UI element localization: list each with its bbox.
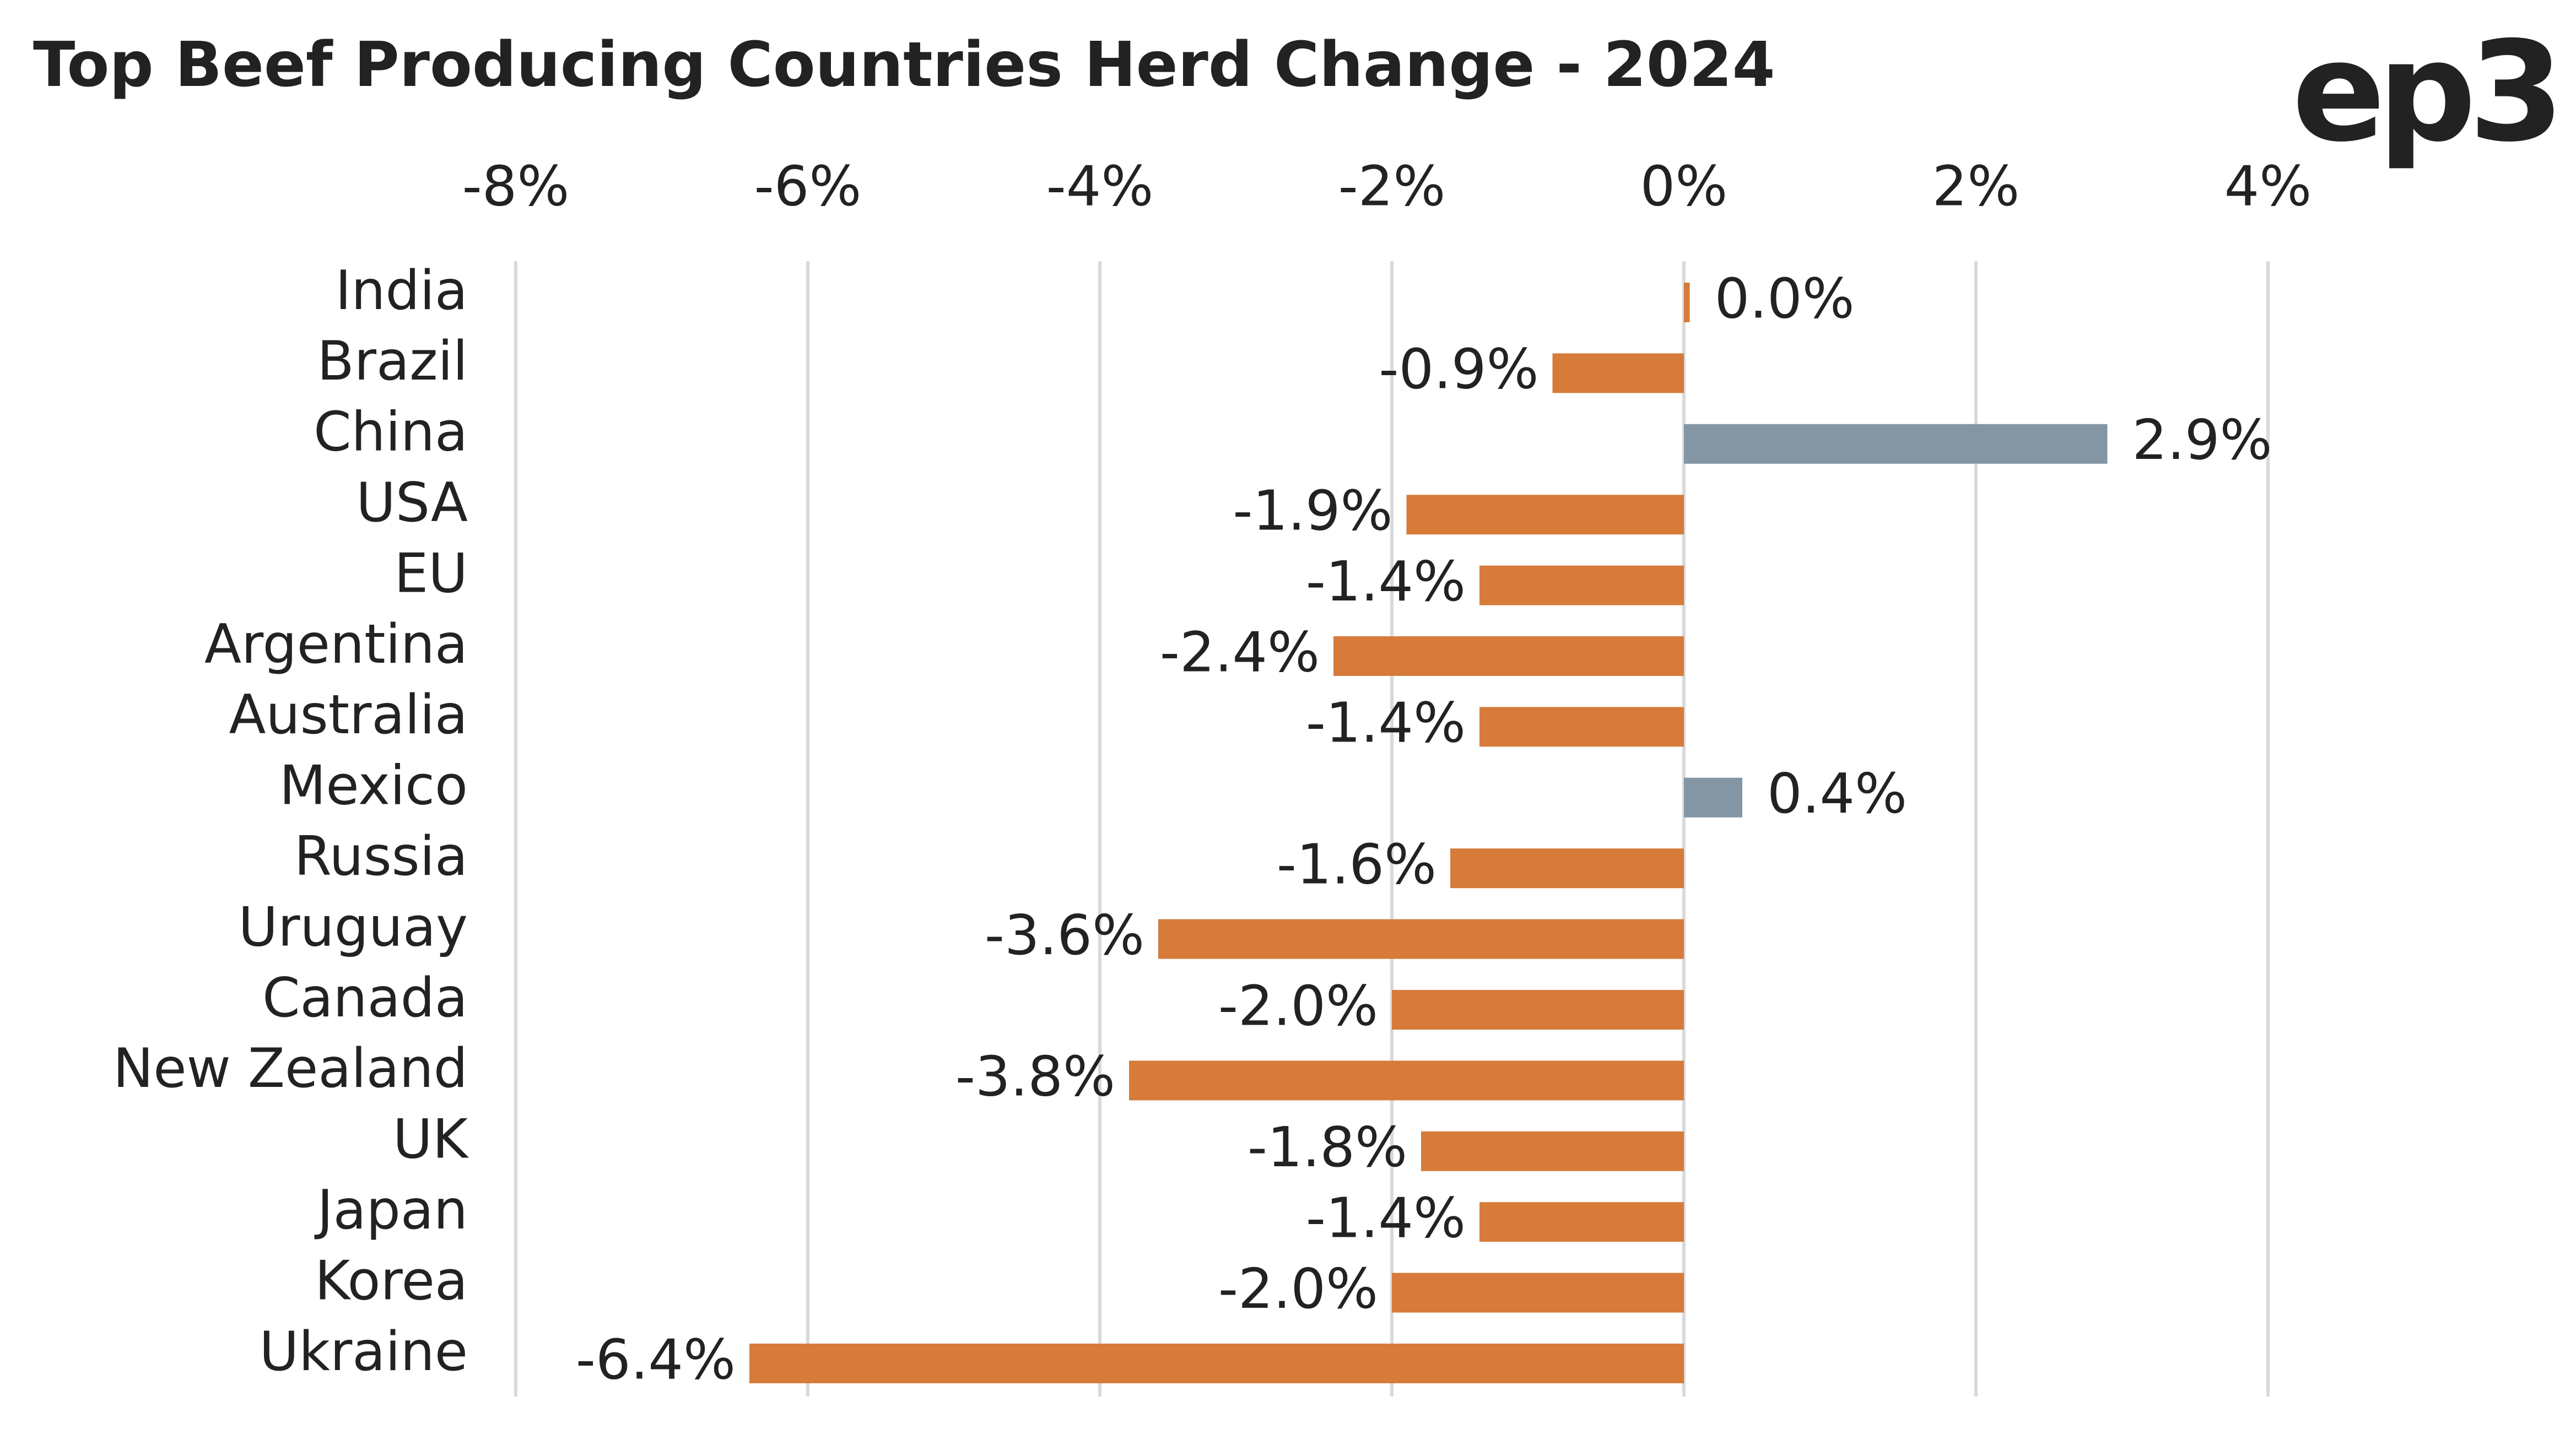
- value-label: -0.9%: [1379, 337, 1538, 402]
- x-tick-label: -2%: [1338, 154, 1446, 218]
- bar: [1479, 1202, 1684, 1242]
- x-tick-label: -8%: [462, 154, 570, 218]
- value-label: -1.4%: [1306, 1186, 1466, 1251]
- y-tick-label: Japan: [314, 1179, 468, 1242]
- bar: [1684, 283, 1690, 322]
- y-tick-label: Uruguay: [239, 896, 468, 959]
- bar: [1129, 1060, 1684, 1101]
- value-label: -1.4%: [1306, 549, 1466, 614]
- y-tick-label: Argentina: [204, 613, 468, 676]
- y-tick-label: China: [314, 401, 468, 464]
- value-label: 0.0%: [1715, 266, 1855, 331]
- value-label: -2.4%: [1160, 620, 1320, 684]
- bar: [1479, 565, 1684, 605]
- bar: [1479, 707, 1684, 747]
- brand-logo: ep3: [2292, 12, 2557, 172]
- value-label: -3.6%: [985, 903, 1144, 967]
- y-tick-label: Ukraine: [260, 1320, 468, 1383]
- bar: [1406, 495, 1684, 535]
- value-label: -1.6%: [1277, 832, 1436, 897]
- x-tick-label: 4%: [2224, 154, 2312, 218]
- y-tick-label: USA: [356, 472, 468, 534]
- chart-title: Top Beef Producing Countries Herd Change…: [33, 29, 1775, 101]
- bar: [1421, 1131, 1684, 1171]
- y-tick-label: EU: [394, 542, 468, 605]
- y-tick-label: New Zealand: [113, 1037, 468, 1100]
- value-label: 2.9%: [2132, 408, 2272, 472]
- bar: [1392, 990, 1684, 1030]
- y-tick-label: Mexico: [279, 755, 468, 818]
- bar: [1333, 636, 1684, 676]
- value-label: -1.4%: [1306, 691, 1466, 755]
- bar: [749, 1344, 1684, 1383]
- y-tick-label: India: [335, 259, 468, 322]
- y-tick-label: Canada: [262, 967, 468, 1030]
- value-label: -2.0%: [1218, 1257, 1378, 1321]
- bar: [1158, 919, 1684, 959]
- value-label: -3.8%: [955, 1044, 1115, 1109]
- bar: [1450, 848, 1684, 889]
- value-label: -1.8%: [1248, 1115, 1407, 1179]
- y-tick-label: Russia: [294, 825, 468, 888]
- value-label: -1.9%: [1233, 479, 1392, 543]
- value-label: -6.4%: [576, 1327, 736, 1392]
- x-tick-label: -4%: [1046, 154, 1154, 218]
- bar: [1392, 1273, 1684, 1313]
- x-tick-label: -6%: [754, 154, 862, 218]
- y-tick-label: Brazil: [317, 330, 468, 393]
- y-tick-label: UK: [393, 1108, 469, 1171]
- x-tick-label: 2%: [1932, 154, 2020, 218]
- bar: [1684, 424, 2108, 464]
- value-label: 0.4%: [1767, 761, 1907, 826]
- y-tick-label: Australia: [229, 684, 468, 746]
- bar: [1552, 353, 1684, 393]
- bar: [1684, 777, 1742, 818]
- y-tick-label: Korea: [315, 1249, 468, 1312]
- value-label: -2.0%: [1218, 973, 1378, 1038]
- x-tick-label: 0%: [1640, 154, 1728, 218]
